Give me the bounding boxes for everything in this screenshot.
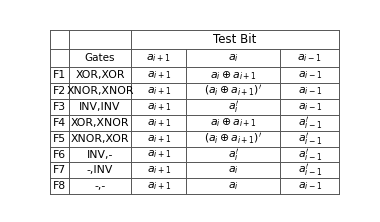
Text: $a_i$: $a_i$ (228, 165, 239, 176)
Text: $a_{i+1}$: $a_{i+1}$ (147, 85, 171, 97)
Text: $a_{i+1}$: $a_{i+1}$ (147, 117, 171, 129)
Text: $a_i^{\prime}$: $a_i^{\prime}$ (228, 99, 239, 115)
Text: F3: F3 (53, 102, 66, 112)
Text: $(a_i \oplus a_{i+1})^{\prime}$: $(a_i \oplus a_{i+1})^{\prime}$ (204, 131, 263, 146)
Text: $a_{i+1}$: $a_{i+1}$ (147, 101, 171, 113)
Text: Gates: Gates (85, 53, 115, 63)
Text: F6: F6 (53, 150, 66, 160)
Text: XNOR,XOR: XNOR,XOR (71, 134, 129, 144)
Text: -,INV: -,INV (87, 165, 113, 175)
Text: INV,-: INV,- (87, 150, 113, 160)
Text: $a_{i+1}$: $a_{i+1}$ (147, 165, 171, 176)
Text: $a_i$: $a_i$ (228, 180, 239, 192)
Text: F2: F2 (53, 86, 66, 96)
Text: $a_i^{\prime}$: $a_i^{\prime}$ (228, 147, 239, 163)
Text: $a_{i-1}$: $a_{i-1}$ (297, 52, 322, 64)
Text: $(a_i \oplus a_{i+1})^{\prime}$: $(a_i \oplus a_{i+1})^{\prime}$ (204, 84, 263, 98)
Text: XOR,XOR: XOR,XOR (75, 70, 125, 80)
Text: $a_{i+1}$: $a_{i+1}$ (147, 133, 171, 145)
Text: $a_{i-1}$: $a_{i-1}$ (298, 180, 322, 192)
Text: $a_{i-1}$: $a_{i-1}$ (298, 69, 322, 81)
Text: $a_{i-1}$: $a_{i-1}$ (298, 85, 322, 97)
Text: $a_i \oplus a_{i+1}$: $a_i \oplus a_{i+1}$ (210, 116, 256, 129)
Text: XNOR,XNOR: XNOR,XNOR (66, 86, 134, 96)
Text: $a_i \oplus a_{i+1}$: $a_i \oplus a_{i+1}$ (210, 69, 256, 82)
Text: $a_{i-1}^{\prime}$: $a_{i-1}^{\prime}$ (298, 147, 322, 163)
Text: F7: F7 (53, 165, 66, 175)
Text: $a_{i-1}^{\prime}$: $a_{i-1}^{\prime}$ (298, 162, 322, 178)
Text: $a_{i-1}^{\prime}$: $a_{i-1}^{\prime}$ (298, 131, 322, 147)
Text: $a_{i+1}$: $a_{i+1}$ (147, 69, 171, 81)
Text: INV,INV: INV,INV (79, 102, 121, 112)
Text: $a_{i-1}$: $a_{i-1}$ (298, 101, 322, 113)
Text: $a_i$: $a_i$ (228, 52, 239, 64)
Text: F1: F1 (53, 70, 66, 80)
Text: $a_{i+1}$: $a_{i+1}$ (147, 180, 171, 192)
Text: $a_{i+1}$: $a_{i+1}$ (146, 52, 171, 64)
Text: XOR,XNOR: XOR,XNOR (71, 118, 129, 128)
Text: F8: F8 (53, 181, 66, 191)
Text: $a_{i+1}$: $a_{i+1}$ (147, 149, 171, 161)
Text: Test Bit: Test Bit (213, 33, 257, 46)
Text: -,-: -,- (94, 181, 106, 191)
Text: F5: F5 (53, 134, 66, 144)
Text: $a_{i-1}^{\prime}$: $a_{i-1}^{\prime}$ (298, 115, 322, 131)
Text: F4: F4 (53, 118, 66, 128)
